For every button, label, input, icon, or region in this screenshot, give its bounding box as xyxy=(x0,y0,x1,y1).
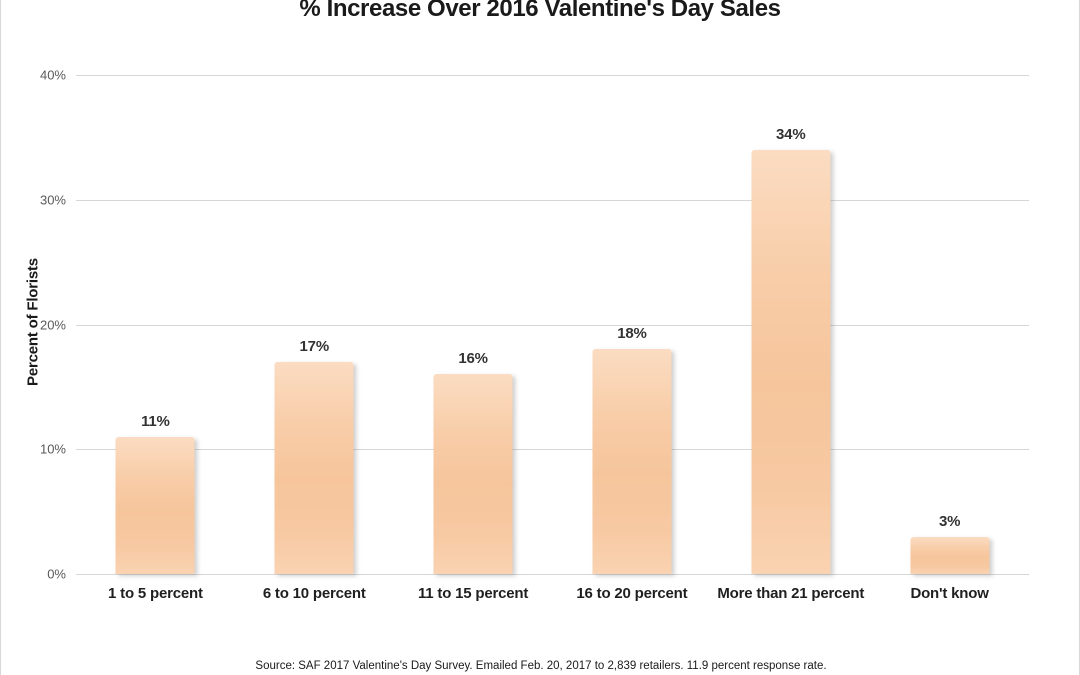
chart-title: % Increase Over 2016 Valentine's Day Sal… xyxy=(299,0,781,22)
source-note: Source: SAF 2017 Valentine's Day Survey.… xyxy=(255,660,827,672)
gridline-0% xyxy=(76,574,1029,575)
bar-value-label: 16% xyxy=(458,350,488,368)
bar: 3% xyxy=(910,513,990,574)
y-tick-label: 30% xyxy=(39,192,66,208)
bar-value-label: 34% xyxy=(776,125,806,143)
y-tick-label: 10% xyxy=(39,441,66,457)
bar: 34% xyxy=(751,126,831,574)
bar-value-label: 11% xyxy=(141,412,170,430)
x-category-label: 1 to 5 percent xyxy=(108,585,203,602)
gridline-40% xyxy=(76,75,1029,76)
bar: 18% xyxy=(592,325,672,574)
y-tick-label: 0% xyxy=(47,566,66,582)
bar-value-label: 3% xyxy=(938,512,961,530)
x-category-label: 16 to 20 percent xyxy=(576,585,688,602)
x-axis-labels: 1 to 5 percent 6 to 10 percent 11 to 15 pe… xyxy=(76,585,1029,605)
gridline-10% xyxy=(76,449,1029,451)
y-tick-label: 20% xyxy=(39,317,66,332)
bar: 11% xyxy=(115,413,195,574)
bar-value-label: 17% xyxy=(299,337,330,355)
x-category-label: Don't know xyxy=(910,585,989,602)
y-axis-title: Percent of Florists xyxy=(24,258,42,386)
gridline-20% xyxy=(76,324,1029,326)
gridline-30% xyxy=(76,199,1029,201)
bar: 17% xyxy=(274,338,354,574)
y-tick-label: 40% xyxy=(39,67,66,83)
x-category-label: 6 to 10 percent xyxy=(262,585,366,602)
bar: 16% xyxy=(433,350,513,574)
bar-value-label: 18% xyxy=(617,325,647,343)
plot-area: 0% 10% 20% 30% 40% 11% 17% 16% 18% 34% 3% xyxy=(40,68,1029,582)
x-category-label: More than 21 percent xyxy=(717,585,865,602)
x-category-label: 11 to 15 percent xyxy=(417,585,529,602)
